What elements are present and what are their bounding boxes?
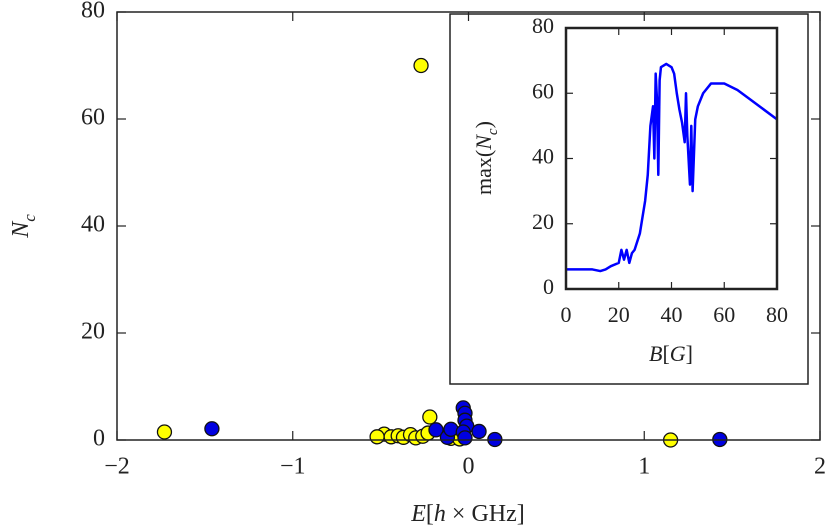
y-tick-label: 40: [532, 144, 554, 169]
ylabel: max(Nc): [471, 121, 501, 195]
xlabel-part: [: [662, 341, 669, 366]
point: [471, 423, 487, 440]
point: [422, 409, 438, 425]
x-tick-label: 40: [661, 302, 683, 327]
y-tick-label: 60: [81, 105, 105, 131]
xlabel: E[h × GHz]: [410, 501, 525, 527]
y-tick-label: 80: [532, 13, 554, 38]
xlabel-part: B: [649, 341, 662, 366]
line: [566, 62, 778, 273]
xlabel-part: ]: [686, 341, 693, 366]
plot-1: 0 20 40 60 80 0 20 40 60 80 B[G] max(Nc): [471, 13, 788, 366]
ylabel-part: N: [8, 220, 34, 239]
xlabel-part: × GHz]: [446, 501, 525, 527]
ylabel-part: ): [471, 121, 496, 128]
y-tick-label: 80: [81, 0, 105, 24]
point: [369, 429, 385, 445]
y-tick-label: 20: [532, 209, 554, 234]
y-tick-label: 0: [93, 426, 105, 452]
y-tick-label: 0: [543, 274, 554, 299]
point: [204, 421, 220, 437]
x-tick-label: 2: [814, 454, 826, 480]
point: [156, 424, 173, 440]
x-tick-label: 0: [561, 302, 572, 327]
xlabel-part: G: [670, 341, 686, 366]
xlabel-part: [: [426, 501, 434, 527]
ylabel-part: max(: [471, 150, 496, 195]
inset-frame: [449, 13, 809, 385]
x-tick-label: 0: [463, 454, 475, 480]
point: [413, 57, 429, 74]
x-tick-label: 20: [608, 302, 630, 327]
x-tick-label: 60: [713, 302, 735, 327]
x-tick-label: −2: [104, 454, 130, 480]
x-tick-label: 80: [766, 302, 788, 327]
ylabel-part: c: [485, 128, 501, 135]
ylabel-part: N: [471, 134, 496, 151]
y-tick-label: 20: [81, 319, 105, 345]
y-tick-label: 60: [532, 78, 554, 103]
x-tick-label: 1: [638, 454, 650, 480]
point: [443, 421, 459, 437]
point: [457, 430, 473, 446]
xlabel-part: h: [434, 501, 446, 527]
axes-frame: [116, 11, 821, 441]
y-tick-label: 40: [81, 212, 105, 238]
xlabel-part: E: [410, 501, 426, 527]
ylabel: Nc: [8, 214, 40, 239]
x-tick-label: −1: [280, 454, 306, 480]
axes-frame: [564, 26, 779, 291]
point: [428, 422, 444, 438]
xlabel: B[G]: [649, 341, 693, 366]
ylabel-part: c: [20, 214, 39, 222]
